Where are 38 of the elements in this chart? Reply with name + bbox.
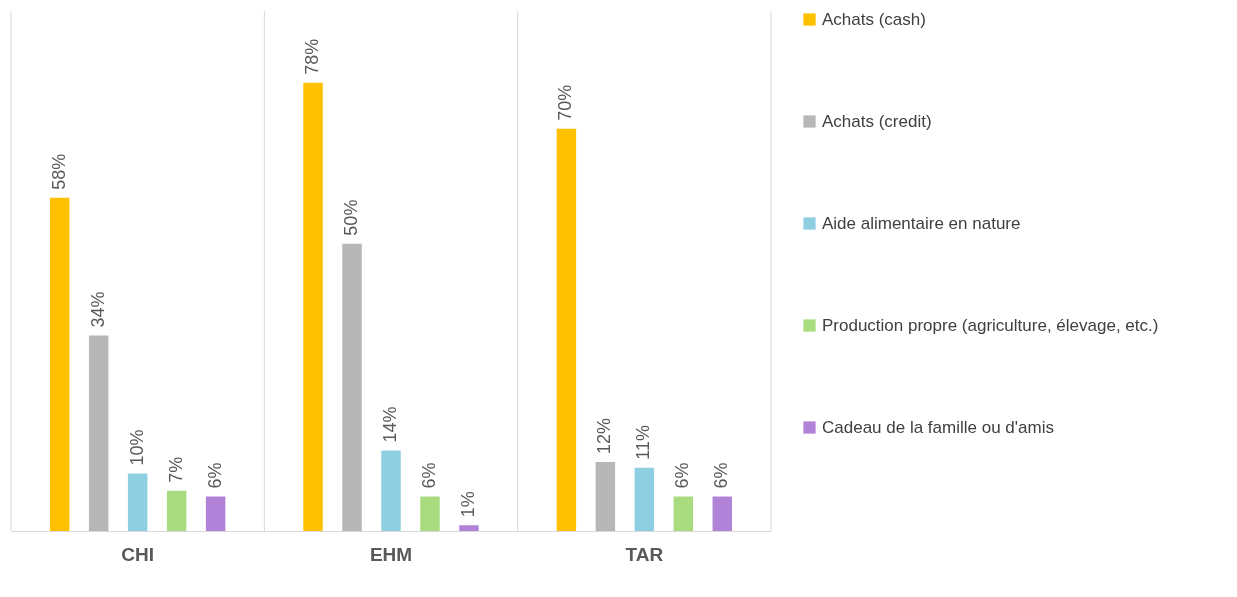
bar — [712, 496, 733, 531]
data-label: 1% — [457, 491, 478, 518]
data-label: 11% — [633, 425, 654, 460]
x-tick-label: EHM — [369, 543, 413, 565]
bar — [381, 450, 401, 531]
data-label: 70% — [555, 84, 576, 121]
bar — [595, 462, 616, 531]
bar — [49, 197, 70, 531]
bar — [127, 473, 148, 531]
bar — [556, 128, 577, 531]
legend-label: Achats (cash) — [822, 9, 926, 29]
x-tick-label: CHI — [121, 543, 155, 565]
data-label: 78% — [302, 38, 323, 75]
data-label: 6% — [711, 462, 732, 489]
bar — [88, 335, 109, 531]
bar — [166, 490, 187, 531]
bar — [342, 243, 362, 531]
data-label: 34% — [87, 291, 108, 328]
x-tick-label: TAR — [625, 543, 664, 565]
data-label: 6% — [204, 462, 225, 489]
data-label: 6% — [418, 462, 439, 489]
data-label: 10% — [126, 429, 147, 466]
legend-label: Production propre (agriculture, élevage, etc.) — [822, 315, 1159, 335]
bar — [205, 496, 226, 531]
bar — [634, 467, 655, 531]
data-label: 50% — [341, 199, 362, 236]
data-label: 14% — [380, 406, 400, 443]
data-label: 7% — [165, 456, 186, 483]
legend-label: Cadeau de la famille ou d'amis — [822, 417, 1054, 437]
data-label: 6% — [672, 462, 693, 489]
data-label: 12% — [594, 418, 615, 455]
legend-label: Achats (credit) — [822, 111, 932, 131]
legend-label: Aide alimentaire en nature — [822, 213, 1021, 233]
bar — [420, 496, 440, 531]
bar — [459, 525, 479, 531]
bar — [673, 496, 694, 531]
bar — [303, 82, 323, 531]
data-label: 58% — [48, 153, 69, 190]
